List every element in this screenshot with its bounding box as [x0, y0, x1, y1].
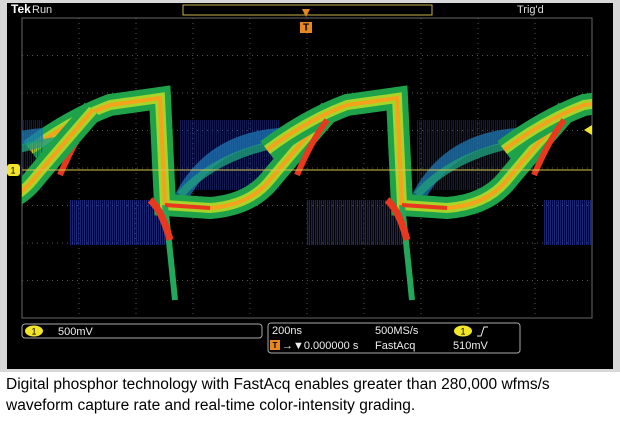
trigger-position: →▼0.000000 s	[282, 340, 359, 352]
scope-screen: Tek Run Trig'd T 1 1 500mV 200ns 500MS/s…	[0, 0, 620, 372]
record-view	[182, 4, 433, 16]
trigger-arrow	[302, 9, 310, 17]
caption-line: Digital phosphor technology with FastAcq…	[6, 376, 550, 393]
caption-line: waveform capture rate and real-time colo…	[6, 397, 416, 414]
sample-rate: 500MS/s	[375, 325, 419, 337]
edge-symbol	[477, 326, 488, 337]
trigger-position-icon-label: T	[273, 341, 278, 350]
channel-marker	[7, 164, 20, 176]
trigger-level: 510mV	[453, 340, 489, 352]
trigger-position-icon	[270, 340, 280, 350]
trigger-position-marker	[300, 22, 312, 33]
timebase: 200ns	[272, 325, 302, 337]
channel-scale: 500mV	[58, 326, 94, 338]
channel-readout	[21, 323, 263, 339]
trigger-level-marker	[584, 125, 592, 135]
run-status: Run	[32, 4, 52, 16]
trigger-channel-badge	[454, 325, 472, 337]
channel-badge	[25, 325, 43, 337]
brand: Tek	[11, 2, 31, 16]
trigger-state: Trig'd	[517, 4, 544, 16]
trigger-marker-label: T	[303, 23, 309, 34]
display	[7, 3, 613, 369]
acquisition-mode: FastAcq	[375, 340, 415, 352]
channel-marker-label: 1	[10, 165, 15, 175]
channel-badge-label: 1	[31, 326, 36, 336]
trigger-channel-label: 1	[460, 326, 465, 336]
